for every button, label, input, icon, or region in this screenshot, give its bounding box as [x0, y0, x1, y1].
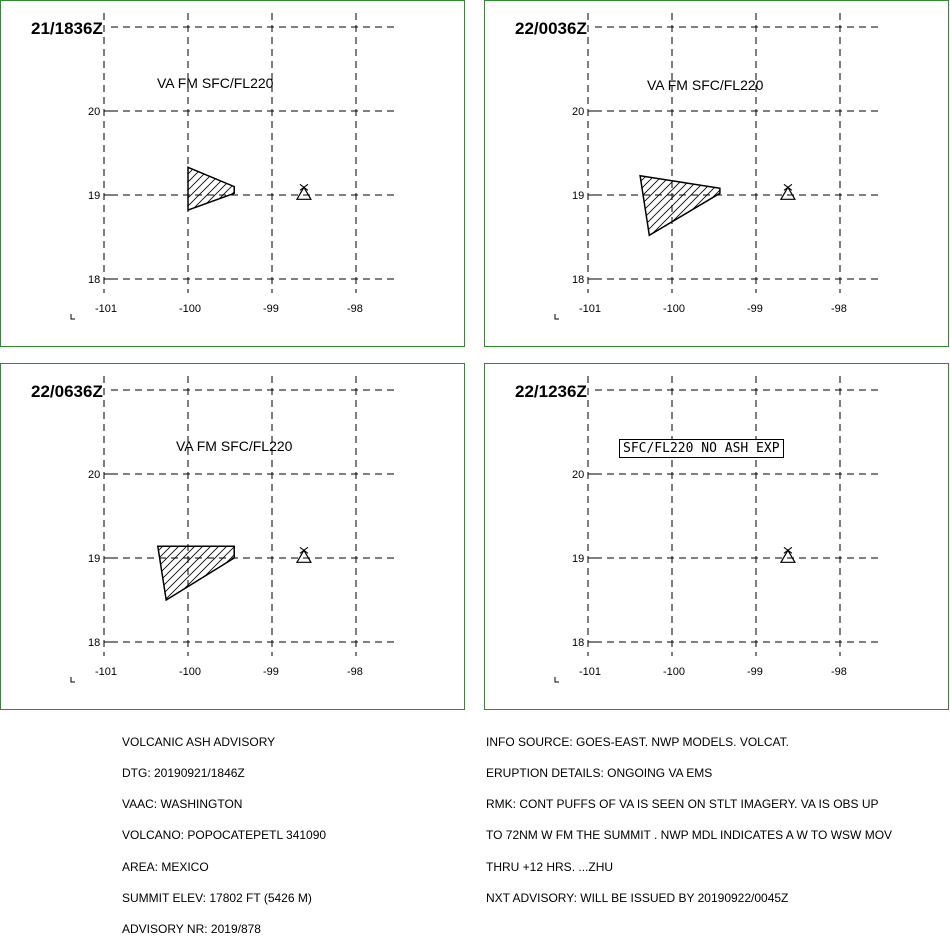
advisory-line: VAAC: WASHINGTON — [122, 797, 243, 812]
forecast-panel-1: -101 -100 -99 -98 18 19 20 21/1836Z VA FM SFC/… — [0, 0, 465, 347]
panel-header: VA FM SFC/FL220 — [176, 438, 293, 454]
y-tick-label: 18 — [572, 274, 584, 286]
y-tick-label: 19 — [88, 190, 100, 202]
ash-polygon — [639, 174, 721, 237]
x-tick-label: -100 — [663, 666, 685, 678]
panel-time: 22/1236Z — [515, 382, 587, 401]
forecast-panel-4: -101 -100 -99 -98 18 19 20 22/1236Z SFC/FL220 … — [484, 363, 949, 710]
ash-polygon — [156, 545, 235, 602]
y-tick-label: 20 — [88, 106, 100, 118]
x-tick-label: -100 — [179, 303, 201, 315]
y-tick-label: 19 — [572, 190, 584, 202]
corner-mark — [554, 677, 559, 683]
x-tick-label: -101 — [579, 666, 601, 678]
forecast-panel-3: -101 -100 -99 -98 18 19 20 22/0636Z VA FM SFC/… — [0, 363, 465, 710]
x-tick-label: -98 — [347, 303, 363, 315]
panel-time: 22/0636Z — [31, 382, 103, 401]
x-tick-label: -101 — [579, 303, 601, 315]
x-tick-label: -101 — [95, 303, 117, 315]
y-tick-label: 19 — [88, 553, 100, 565]
advisory-line: VOLCANIC ASH ADVISORY — [122, 734, 276, 749]
volcano-icon — [779, 183, 796, 200]
advisory-line: ADVISORY NR: 2019/878 — [122, 922, 261, 937]
corner-mark — [70, 314, 75, 320]
volcano-icon — [295, 183, 312, 200]
y-tick-label: 19 — [572, 553, 584, 565]
advisory-line: DTG: 20190921/1846Z — [122, 766, 245, 781]
advisory-line: THRU +12 HRS. ...ZHU — [486, 859, 614, 874]
y-tick-label: 20 — [88, 469, 100, 481]
x-tick-label: -99 — [747, 666, 763, 678]
panel-time: 21/1836Z — [31, 19, 103, 38]
x-tick-label: -98 — [347, 666, 363, 678]
x-tick-label: -100 — [663, 303, 685, 315]
x-tick-label: -98 — [831, 303, 847, 315]
y-tick-label: 18 — [572, 637, 584, 649]
x-tick-label: -98 — [831, 666, 847, 678]
ash-polygon — [187, 166, 235, 212]
x-tick-label: -100 — [179, 666, 201, 678]
y-tick-label: 20 — [572, 469, 584, 481]
x-tick-label: -99 — [263, 303, 279, 315]
advisory-line: ERUPTION DETAILS: ONGOING VA EMS — [486, 766, 713, 781]
corner-mark — [554, 314, 559, 320]
advisory-line: AREA: MEXICO — [122, 859, 209, 874]
advisory-line: SUMMIT ELEV: 17802 FT (5426 M) — [122, 890, 312, 905]
panel-header: VA FM SFC/FL220 — [157, 75, 274, 91]
advisory-right: INFO SOURCE: GOES-EAST. NWP MODELS. VOLC… — [486, 716, 892, 914]
y-tick-label: 18 — [88, 637, 100, 649]
x-tick-label: -99 — [747, 303, 763, 315]
corner-mark — [70, 677, 75, 683]
advisory-line: INFO SOURCE: GOES-EAST. NWP MODELS. VOLC… — [486, 734, 789, 749]
map-plot-1: -101 -100 -99 -98 18 19 20 — [70, 13, 396, 320]
no-ash-box: SFC/FL220 NO ASH EXP — [619, 439, 784, 458]
advisory-line: TO 72NM W FM THE SUMMIT . NWP MDL INDICA… — [486, 828, 893, 843]
advisory-line: VOLCANO: POPOCATEPETL 341090 — [122, 828, 327, 843]
advisory-line: RMK: CONT PUFFS OF VA IS SEEN ON STLT IM… — [486, 797, 879, 812]
map-plot-3: -101 -100 -99 -98 18 19 20 — [70, 376, 396, 683]
advisory-line: NXT ADVISORY: WILL BE ISSUED BY 20190922… — [486, 890, 789, 905]
volcano-icon — [295, 546, 312, 563]
map-plot-2: -101 -100 -99 -98 18 19 20 — [554, 13, 880, 320]
forecast-panel-2: -101 -100 -99 -98 18 19 20 22/0036Z VA FM SFC/… — [484, 0, 949, 347]
panel-time: 22/0036Z — [515, 19, 587, 38]
advisory-left: VOLCANIC ASH ADVISORY DTG: 20190921/1846… — [122, 716, 326, 945]
map-plot-4: -101 -100 -99 -98 18 19 20 — [554, 376, 880, 683]
volcano-icon — [779, 546, 796, 563]
y-tick-label: 20 — [572, 106, 584, 118]
x-tick-label: -99 — [263, 666, 279, 678]
y-tick-label: 18 — [88, 274, 100, 286]
x-tick-label: -101 — [95, 666, 117, 678]
panel-header: VA FM SFC/FL220 — [647, 77, 764, 93]
